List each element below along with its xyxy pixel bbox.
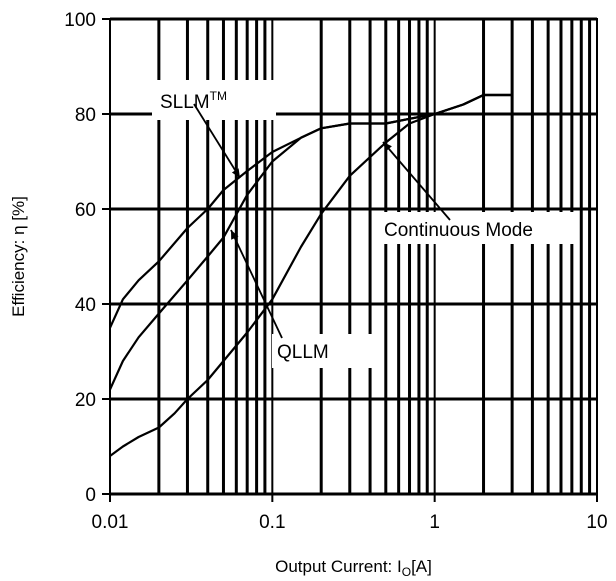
annotation-box [152,80,276,120]
x-tick-label: 0.1 [259,512,285,533]
y-tick-label: 0 [85,485,96,506]
annotation-label: SLLMTM [160,89,227,113]
annotation-box [376,212,576,244]
annotation-label: QLLM [277,342,329,363]
series-line-sllm [108,93,513,329]
annotation-arrowhead [383,142,392,152]
x-tick-label: 1 [429,512,440,533]
annotations: SLLMTM QLLM Continuous Mode [152,80,576,368]
annotation-arrowhead [231,230,239,240]
y-tick-label: 60 [75,200,96,221]
annotation-label: Continuous Mode [384,220,533,241]
annotation-leader [230,229,283,339]
y-tick-label: 20 [75,390,96,411]
x-axis-label: Output Current: IO[A] [275,557,432,579]
x-tick-label: 10 [586,512,607,533]
y-tick-labels: 0 20 40 60 80 100 [64,10,110,506]
x-tick-label: 0.01 [92,512,129,533]
plot-frame [109,18,598,495]
annotation-arrowhead [231,168,240,178]
series-lines [108,93,513,457]
series-line-continuous [109,93,513,457]
annotation-leader [193,103,241,179]
y-tick-label: 80 [75,105,96,126]
x-tick-labels: 0.01 0.1 1 10 [92,494,608,533]
annotation-box [272,334,372,368]
y-axis-label: Efficiency: η [%] [9,196,28,317]
y-tick-label: 100 [64,10,96,31]
annotation-leader [382,141,451,221]
y-tick-label: 40 [75,295,96,316]
